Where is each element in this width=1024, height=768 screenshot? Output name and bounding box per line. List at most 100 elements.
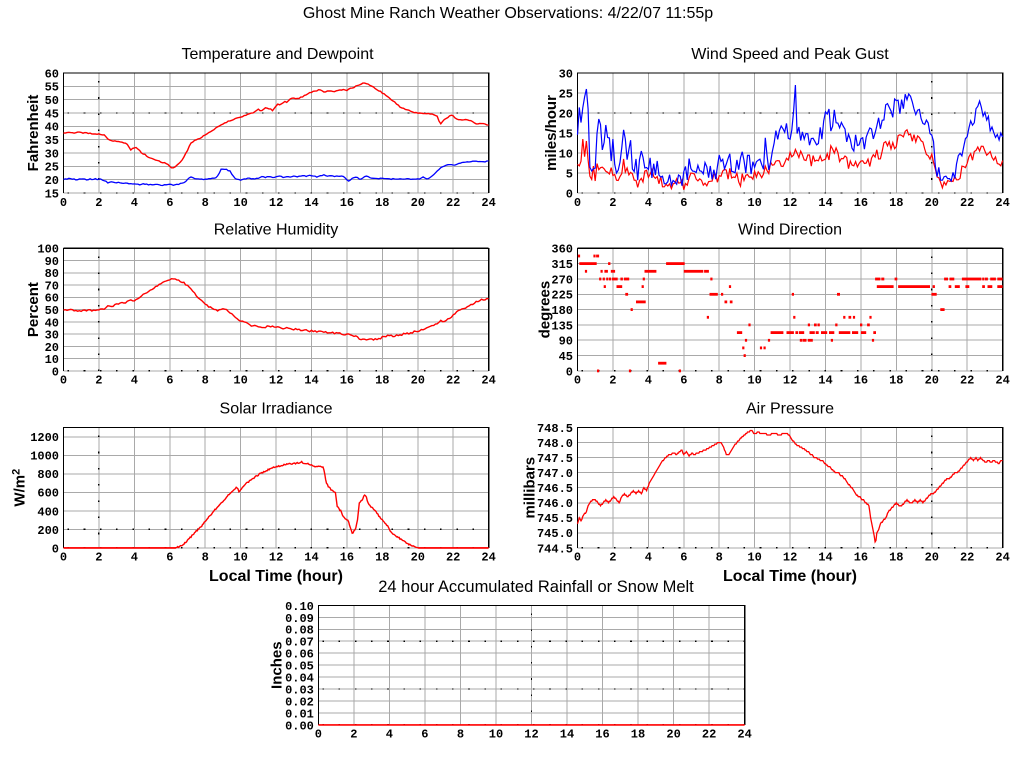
svg-text:14: 14: [304, 374, 318, 388]
svg-text:22: 22: [446, 196, 460, 210]
svg-text:0.05: 0.05: [285, 660, 314, 674]
svg-text:18: 18: [375, 551, 389, 565]
svg-text:0: 0: [574, 551, 581, 565]
svg-text:0: 0: [60, 374, 67, 388]
svg-text:25: 25: [45, 161, 59, 175]
svg-text:745.5: 745.5: [537, 512, 573, 526]
svg-text:90: 90: [45, 255, 59, 269]
svg-text:6: 6: [166, 374, 173, 388]
svg-text:18: 18: [889, 374, 903, 388]
svg-text:2: 2: [609, 551, 616, 565]
svg-text:16: 16: [854, 196, 868, 210]
svg-text:60: 60: [45, 67, 59, 81]
svg-text:18: 18: [889, 551, 903, 565]
svg-text:0.08: 0.08: [285, 624, 314, 638]
svg-text:2: 2: [350, 728, 357, 742]
svg-text:748.0: 748.0: [537, 437, 573, 451]
svg-text:Ghost Mine Ranch Weather Obser: Ghost Mine Ranch Weather Observations: 4…: [303, 5, 713, 22]
svg-text:22: 22: [960, 196, 974, 210]
svg-text:135: 135: [551, 319, 573, 333]
svg-text:0: 0: [574, 196, 581, 210]
svg-text:0: 0: [52, 365, 59, 379]
svg-text:5: 5: [566, 167, 573, 181]
svg-text:12: 12: [269, 196, 283, 210]
svg-text:Temperature and Dewpoint: Temperature and Dewpoint: [181, 46, 374, 63]
svg-text:20: 20: [925, 196, 939, 210]
svg-text:1200: 1200: [30, 431, 59, 445]
svg-text:10: 10: [233, 374, 247, 388]
svg-text:22: 22: [446, 374, 460, 388]
svg-text:0.09: 0.09: [285, 612, 314, 626]
svg-text:270: 270: [551, 273, 573, 287]
svg-text:14: 14: [818, 374, 832, 388]
svg-text:8: 8: [202, 196, 209, 210]
svg-text:50: 50: [45, 94, 59, 108]
svg-text:22: 22: [960, 551, 974, 565]
svg-text:0: 0: [60, 551, 67, 565]
svg-text:90: 90: [559, 335, 573, 349]
svg-text:315: 315: [551, 258, 573, 272]
svg-text:45: 45: [45, 107, 59, 121]
svg-text:800: 800: [37, 468, 59, 482]
svg-text:20: 20: [559, 107, 573, 121]
svg-text:10: 10: [45, 353, 59, 367]
svg-text:6: 6: [680, 374, 687, 388]
svg-text:18: 18: [375, 374, 389, 388]
svg-text:24: 24: [481, 551, 495, 565]
svg-text:400: 400: [37, 505, 59, 519]
svg-text:30: 30: [559, 67, 573, 81]
svg-text:14: 14: [560, 728, 574, 742]
svg-text:24: 24: [481, 374, 495, 388]
svg-text:W/m2: W/m2: [11, 469, 29, 507]
svg-text:12: 12: [783, 551, 797, 565]
svg-text:4: 4: [645, 551, 652, 565]
svg-text:6: 6: [680, 551, 687, 565]
svg-text:0.00: 0.00: [285, 719, 314, 733]
svg-text:Solar Irradiance: Solar Irradiance: [220, 401, 333, 418]
svg-text:4: 4: [645, 196, 652, 210]
svg-text:16: 16: [854, 551, 868, 565]
svg-text:0.04: 0.04: [285, 672, 314, 686]
svg-text:4: 4: [131, 374, 138, 388]
svg-text:746.0: 746.0: [537, 497, 573, 511]
svg-text:200: 200: [37, 524, 59, 538]
svg-text:25: 25: [559, 87, 573, 101]
svg-text:100: 100: [37, 243, 59, 257]
svg-text:8: 8: [202, 551, 209, 565]
svg-text:12: 12: [783, 374, 797, 388]
svg-text:10: 10: [747, 551, 761, 565]
svg-text:60: 60: [45, 292, 59, 306]
svg-text:14: 14: [818, 551, 832, 565]
svg-text:24: 24: [995, 374, 1009, 388]
svg-text:747.5: 747.5: [537, 452, 573, 466]
svg-text:4: 4: [131, 196, 138, 210]
svg-text:2: 2: [609, 196, 616, 210]
svg-text:Wind Speed and Peak Gust: Wind Speed and Peak Gust: [691, 46, 889, 63]
svg-text:0: 0: [566, 187, 573, 201]
svg-text:20: 20: [925, 551, 939, 565]
svg-text:16: 16: [340, 551, 354, 565]
svg-text:12: 12: [783, 196, 797, 210]
svg-text:748.5: 748.5: [537, 422, 573, 436]
svg-text:10: 10: [747, 196, 761, 210]
svg-text:Percent: Percent: [25, 282, 42, 337]
svg-text:15: 15: [45, 187, 59, 201]
svg-text:40: 40: [45, 316, 59, 330]
svg-text:15: 15: [559, 127, 573, 141]
svg-text:0.10: 0.10: [285, 600, 314, 614]
svg-text:30: 30: [45, 329, 59, 343]
svg-text:10: 10: [233, 196, 247, 210]
svg-text:747.0: 747.0: [537, 467, 573, 481]
svg-text:miles/hour: miles/hour: [543, 95, 560, 171]
svg-text:14: 14: [304, 551, 318, 565]
svg-text:10: 10: [489, 728, 503, 742]
svg-text:70: 70: [45, 280, 59, 294]
svg-text:50: 50: [45, 304, 59, 318]
svg-text:35: 35: [45, 134, 59, 148]
svg-text:22: 22: [446, 551, 460, 565]
svg-text:0: 0: [60, 196, 67, 210]
svg-text:30: 30: [45, 147, 59, 161]
svg-text:18: 18: [889, 196, 903, 210]
svg-text:8: 8: [457, 728, 464, 742]
svg-text:millibars: millibars: [522, 457, 539, 519]
